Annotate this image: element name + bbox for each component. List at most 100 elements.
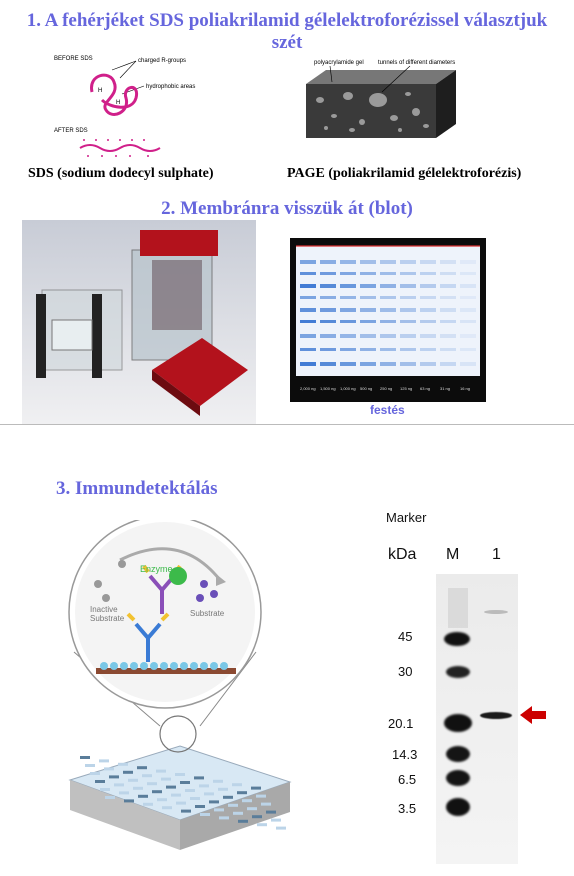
gel-band xyxy=(340,272,356,275)
plate-well xyxy=(256,794,266,798)
section1-title: 1. A fehérjéket SDS poliakrilamid gélele… xyxy=(26,10,548,53)
plate-well xyxy=(204,792,214,796)
plate-well xyxy=(161,777,171,781)
gel-band xyxy=(300,296,316,299)
plate-well xyxy=(251,786,261,790)
lane-m-label: M xyxy=(446,546,460,563)
gel-band xyxy=(400,296,416,299)
gel-band xyxy=(400,272,416,275)
plate-well xyxy=(80,756,90,759)
marker-band-20 xyxy=(444,714,472,732)
ladder-label-14: 14.3 xyxy=(392,747,418,762)
plate-well xyxy=(143,802,153,806)
gel-band xyxy=(440,260,456,264)
plate-well xyxy=(138,794,148,798)
gel-band xyxy=(400,308,416,312)
plate-well xyxy=(181,809,191,813)
plate-well xyxy=(171,793,181,797)
section-divider xyxy=(0,424,574,425)
charged-groups-label: charged R-groups xyxy=(138,58,186,64)
marker-band-45 xyxy=(444,632,470,646)
svg-text:1,500 ng: 1,500 ng xyxy=(320,386,336,391)
gel-band xyxy=(380,296,396,299)
plate-well xyxy=(109,775,119,779)
gel-band xyxy=(340,362,356,366)
elisa-diagram: Enzyme Inactive Substrate Substrate xyxy=(68,520,292,850)
plate-well xyxy=(137,766,147,770)
gel-band xyxy=(440,348,456,351)
plate-well xyxy=(242,799,252,803)
gel-band xyxy=(400,260,416,264)
plate-well xyxy=(114,783,124,787)
marker-smear xyxy=(448,588,468,628)
ladder-label-30: 30 xyxy=(398,664,413,679)
gel-band xyxy=(340,334,356,338)
gel-band xyxy=(320,284,336,288)
svg-text:63 ng: 63 ng xyxy=(420,386,430,391)
gel-band xyxy=(320,362,336,366)
gel-band xyxy=(380,272,396,275)
svg-text:2,000 ng: 2,000 ng xyxy=(300,386,316,391)
gel-band xyxy=(360,320,376,323)
plate-well xyxy=(157,798,167,802)
gel-band xyxy=(400,334,416,338)
gel-band xyxy=(440,272,456,275)
gel-band xyxy=(380,334,396,338)
gel-band xyxy=(320,308,336,312)
kda-label: kDa xyxy=(388,546,417,563)
plate-well xyxy=(223,795,233,799)
plate-well xyxy=(238,819,248,823)
plate-well xyxy=(237,791,247,795)
ladder-label-3: 3.5 xyxy=(398,801,417,816)
plate-well xyxy=(147,782,157,786)
gel-block-diagram: polyacrylamide gel tunnels of different … xyxy=(306,60,456,138)
gel-band xyxy=(300,272,316,275)
inactive-substrate-label: Inactive Substrate xyxy=(90,605,125,623)
gel-band xyxy=(380,348,396,351)
plate-well xyxy=(266,810,276,814)
gel-band xyxy=(420,348,436,351)
gel-band xyxy=(360,272,376,275)
svg-text:16 ng: 16 ng xyxy=(460,386,470,391)
gel-band xyxy=(420,320,436,323)
gel-band xyxy=(300,284,316,288)
gel-band xyxy=(320,320,336,323)
gel-band xyxy=(460,362,476,366)
plate-well xyxy=(209,800,219,804)
plate-well xyxy=(152,790,162,794)
gel-band xyxy=(360,334,376,338)
plate-well xyxy=(133,786,143,790)
polyacrylamide-gel-label: polyacrylamide gel xyxy=(314,60,364,66)
plate-well xyxy=(100,788,110,791)
plate-well xyxy=(142,774,152,778)
plate-well xyxy=(124,799,134,803)
gel-band xyxy=(420,284,436,288)
plate-well xyxy=(200,813,210,816)
plate-well xyxy=(199,784,209,788)
ladder-label-20: 20.1 xyxy=(388,716,414,731)
gel-band xyxy=(460,284,476,288)
plate-well xyxy=(180,781,190,784)
plate-well xyxy=(119,791,129,795)
plate-well xyxy=(85,764,95,767)
gel-band xyxy=(440,308,456,312)
plate-well xyxy=(228,803,238,807)
plate-well xyxy=(156,769,166,773)
gel-band xyxy=(360,260,376,264)
substrate-label: Substrate xyxy=(190,609,225,618)
plate-well xyxy=(99,759,109,763)
lane-1-label: 1 xyxy=(492,546,501,563)
gel-band xyxy=(300,320,316,323)
plate-well xyxy=(166,785,176,789)
plate-well xyxy=(104,767,114,771)
gel-band xyxy=(320,260,336,264)
plate-well xyxy=(271,818,281,822)
enzyme-label: Enzyme xyxy=(140,564,173,574)
plate-well xyxy=(95,780,105,783)
lane1-faint-band xyxy=(484,610,508,614)
gel-band xyxy=(460,272,476,275)
plate-well xyxy=(233,811,243,815)
gel-band xyxy=(320,334,336,338)
h-mark-2: H xyxy=(116,100,120,106)
stain-caption: festés xyxy=(370,403,405,417)
